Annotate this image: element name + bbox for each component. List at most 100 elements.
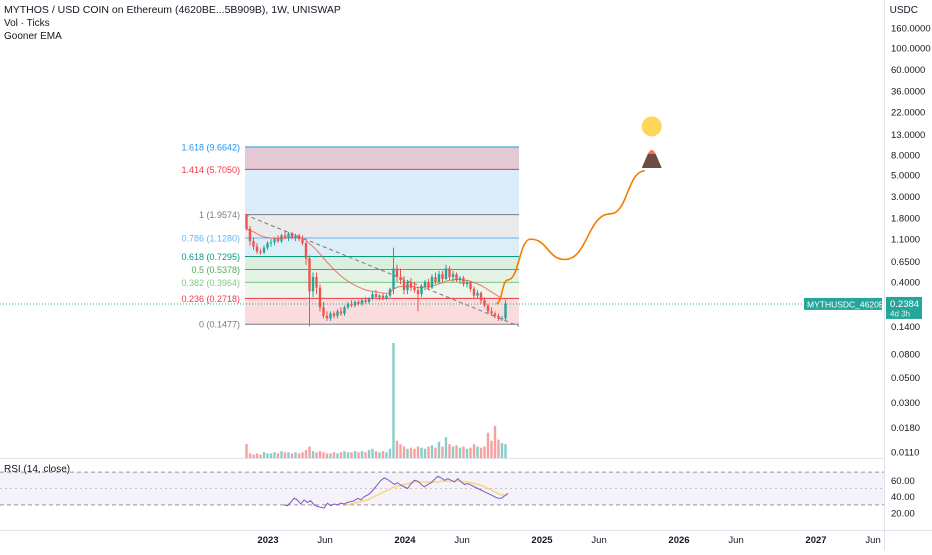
candle-body — [427, 282, 430, 288]
volume-bar — [290, 453, 294, 458]
volume-bar — [357, 452, 360, 458]
price-tick-label: 0.4000 — [891, 278, 920, 289]
last-price-value: 0.2384 — [890, 299, 919, 310]
volume-bar — [304, 449, 308, 458]
rsi-indicator-label[interactable]: RSI (14, close) — [4, 464, 71, 475]
volume-bar — [287, 452, 290, 458]
candle-body — [500, 318, 504, 320]
time-tick-label: 2024 — [394, 535, 416, 546]
fib-zone — [245, 169, 519, 215]
volume-bar — [364, 452, 367, 458]
price-tick-label: 0.1400 — [891, 322, 920, 333]
candle-body — [490, 311, 493, 314]
price-tick-label: 0.0500 — [891, 373, 920, 384]
volume-bar — [490, 440, 493, 458]
volume-bar — [301, 452, 304, 458]
symbol-badge — [804, 297, 882, 310]
volume-bar — [497, 439, 500, 458]
candle-body — [308, 258, 311, 292]
volume-bar — [336, 453, 339, 458]
volume-bar — [266, 453, 269, 458]
volume-bar — [420, 447, 423, 458]
candle-body — [329, 313, 332, 319]
candle-body — [479, 292, 483, 301]
price-tick-label: 1.1000 — [891, 235, 920, 246]
candle-body — [262, 247, 266, 253]
volume-bar — [325, 453, 329, 458]
price-tick-label: 0.0300 — [891, 398, 920, 409]
candle-body — [367, 298, 371, 302]
volume-bar — [448, 444, 451, 458]
candle-body — [343, 307, 346, 314]
volume-bar — [444, 437, 448, 458]
volume-bar — [374, 451, 378, 458]
price-tick-label: 1.8000 — [891, 214, 920, 225]
volume-bar — [259, 454, 262, 458]
time-axis-divider — [0, 530, 932, 531]
candle-body — [455, 274, 458, 280]
candle-body — [504, 303, 507, 319]
volume-bar — [315, 452, 318, 458]
time-tick-label: 2023 — [257, 535, 278, 546]
volume-bar — [255, 453, 259, 458]
candle-body — [493, 313, 497, 316]
volume-bar — [381, 451, 385, 458]
candle-body — [266, 243, 269, 248]
volume-bar — [280, 451, 283, 458]
candle-body — [437, 274, 441, 282]
volume-indicator-label[interactable]: Vol · Ticks — [4, 18, 50, 29]
candle-body — [392, 268, 395, 289]
candle-body — [346, 303, 350, 308]
candle-body — [395, 268, 399, 278]
time-tick-label: Jun — [591, 535, 606, 546]
volume-bar — [409, 447, 413, 458]
candle-body — [245, 215, 248, 229]
candle-body — [315, 277, 318, 288]
candle-body — [413, 287, 416, 291]
candle-body — [462, 277, 465, 285]
volume-bar — [476, 446, 479, 458]
last-price-countdown: 4d 3h — [890, 309, 910, 318]
candle-body — [378, 295, 381, 298]
volume-bar — [360, 451, 364, 458]
rsi-line — [283, 475, 509, 509]
pane-divider — [0, 458, 884, 459]
candle-body — [294, 235, 297, 238]
last-price-badge — [886, 296, 922, 319]
candle-body — [420, 286, 423, 295]
volume-bar — [427, 446, 430, 458]
candle-body — [322, 307, 325, 316]
volume-bar — [371, 448, 374, 458]
volume-bar — [308, 446, 311, 458]
candle-body — [483, 300, 486, 306]
candle-body — [371, 294, 374, 299]
candle-body — [339, 311, 343, 314]
volume-bar — [486, 432, 490, 458]
fib-zone — [245, 214, 519, 239]
volume-bar — [297, 453, 301, 458]
volume-bar — [413, 448, 416, 458]
rsi-ma-line — [347, 480, 508, 506]
candle-body — [423, 282, 427, 287]
volume-bar — [294, 452, 297, 458]
candle-body — [444, 268, 448, 279]
axis-divider — [884, 0, 885, 550]
price-tick-label: 160.0000 — [891, 24, 931, 35]
candle-body — [430, 277, 434, 288]
volume-bar — [483, 446, 486, 458]
candle-body — [311, 277, 315, 292]
ema-indicator-label[interactable]: Gooner EMA — [4, 31, 62, 42]
sun-icon — [641, 116, 662, 137]
candle-body — [301, 239, 304, 244]
price-tick-label: 3.0000 — [891, 192, 920, 203]
ema-line — [246, 228, 506, 300]
time-tick-label: Jun — [865, 535, 880, 546]
volume-bar — [458, 447, 462, 458]
chart-title: MYTHOS / USD COIN on Ethereum (4620BE...… — [4, 4, 341, 16]
volume-bar — [283, 452, 287, 458]
volume-bar — [451, 446, 455, 458]
currency-label[interactable]: USDC — [889, 5, 918, 16]
candle-body — [465, 282, 469, 285]
